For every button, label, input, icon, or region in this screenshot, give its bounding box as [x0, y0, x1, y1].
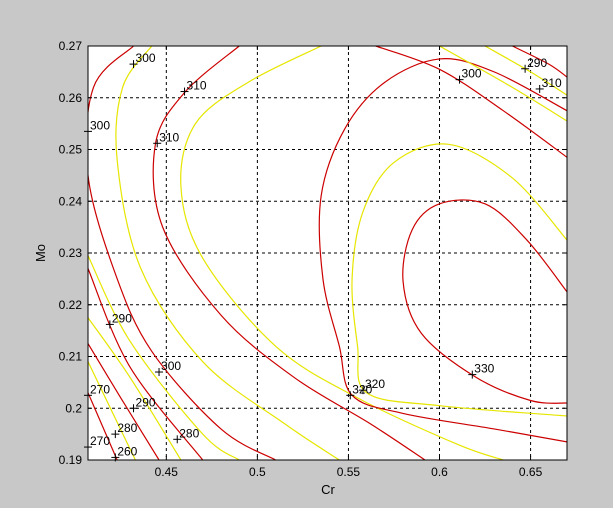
- x-tick-label: 0.5: [249, 465, 266, 479]
- contour-line-intermediate-5: [88, 255, 240, 460]
- contour-marker: [129, 60, 138, 69]
- contour-label: 320: [352, 382, 372, 396]
- contour-label: 330: [474, 362, 494, 376]
- contour-marker: [129, 404, 138, 413]
- y-axis-ticks: 0.19 0.2 0.21 0.22 0.23 0.24 0.25 0.26 0.27: [59, 39, 567, 467]
- contour-marker: [155, 368, 164, 377]
- contour-line-330-12: [402, 199, 567, 404]
- y-tick-label: 0.21: [59, 350, 83, 364]
- contour-label: 320: [365, 377, 385, 391]
- y-tick-label: 0.25: [59, 143, 83, 157]
- contour-line-270-0: [88, 392, 118, 460]
- contour-label: 270: [90, 382, 110, 396]
- contour-label: 260: [117, 444, 137, 458]
- contour-label: 280: [179, 426, 199, 440]
- contour-line-310-8: [152, 46, 426, 460]
- contour-label: 300: [90, 118, 110, 132]
- contour-marker: [455, 75, 464, 84]
- contour-line-intermediate-15: [484, 46, 567, 96]
- contour-marker: [468, 370, 477, 379]
- x-tick-label: 0.65: [519, 465, 543, 479]
- contour-line-310-16: [512, 46, 567, 78]
- contour-line-intermediate-11: [351, 143, 567, 417]
- contour-marker: [105, 320, 114, 329]
- contour-labels: 300 310 300 310 300 290 310 290 300 270 290 280 280 2…: [90, 51, 562, 458]
- y-axis-label: Mo: [33, 244, 48, 262]
- contour-line-intermediate-1: [88, 361, 136, 460]
- contour-label: 310: [159, 130, 179, 144]
- contour-line-intermediate-3: [88, 317, 182, 460]
- contour-label: 270: [90, 434, 110, 448]
- contour-label: 300: [161, 359, 181, 373]
- contour-line-intermediate-7: [115, 46, 340, 460]
- y-tick-label: 0.27: [59, 39, 83, 53]
- y-tick-label: 0.23: [59, 246, 83, 260]
- contour-marker: [346, 391, 355, 400]
- contour-marker: [535, 84, 544, 93]
- x-tick-label: 0.6: [431, 465, 448, 479]
- contour-label: 300: [136, 51, 156, 65]
- contour-marker: [359, 386, 368, 395]
- y-tick-label: 0.2: [65, 401, 82, 415]
- contour-marker: [173, 435, 182, 444]
- contour-marker: [180, 87, 189, 96]
- contour-marker: [153, 139, 162, 148]
- contour-label: 290: [112, 311, 132, 325]
- contour-markers: [84, 60, 544, 462]
- contour-label: 310: [542, 76, 562, 90]
- y-tick-label: 0.22: [59, 298, 83, 312]
- x-axis-label: Cr: [321, 482, 335, 497]
- contour-marker: [521, 64, 530, 73]
- plot-area: [88, 46, 567, 460]
- x-axis-ticks: 0.45 0.5 0.55 0.6 0.65: [155, 46, 543, 479]
- contour-line-intermediate-13: [439, 46, 567, 122]
- contour-marker: [111, 430, 120, 439]
- y-tick-label: 0.26: [59, 91, 83, 105]
- x-tick-label: 0.55: [337, 465, 361, 479]
- y-tick-label: 0.24: [59, 194, 83, 208]
- contour-label: 280: [117, 421, 137, 435]
- contour-line-280-2: [88, 343, 160, 460]
- contour-label: 310: [187, 79, 207, 93]
- x-tick-label: 0.45: [155, 465, 179, 479]
- contour-line-320-10: [318, 58, 567, 443]
- contour-lines: [88, 46, 567, 460]
- contour-label: 290: [136, 395, 156, 409]
- contour-line-290-4: [88, 268, 204, 460]
- y-tick-label: 0.19: [59, 453, 83, 467]
- contour-line-300-6: [88, 46, 276, 460]
- contour-label: 300: [462, 67, 482, 81]
- contour-label: 290: [527, 56, 547, 70]
- contour-line-300-14: [375, 46, 567, 158]
- contour-line-intermediate-9: [180, 46, 504, 460]
